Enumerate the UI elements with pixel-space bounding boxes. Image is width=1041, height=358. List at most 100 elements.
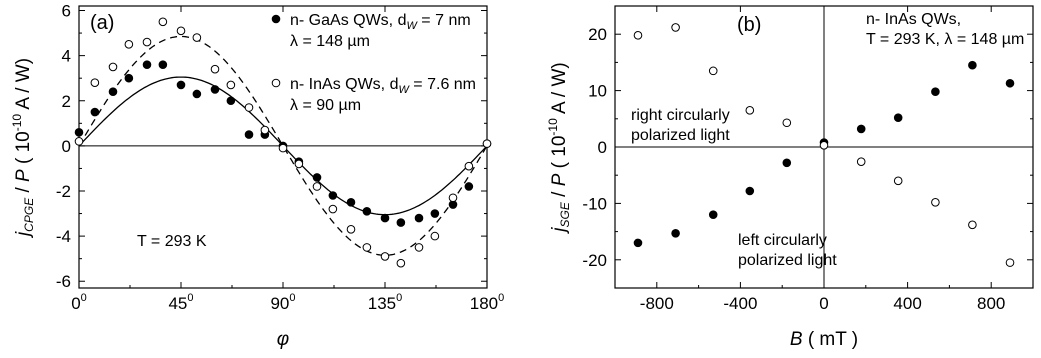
open-point-b [1005,258,1015,267]
y-axis-label-a: jCPGE / P ( 10-10 A / W) [10,58,36,239]
y-axis-subscript-a: CPGE [22,197,36,232]
x-tick-value-a: 180 [470,294,498,313]
open-point-a [482,139,492,148]
x-tick-degree-a: 0 [289,292,295,304]
filled-point-b [745,186,755,196]
filled-point-a [142,60,152,69]
open-point-a [158,17,168,27]
x-tick-label-b: 0 [819,294,828,313]
y-tick-label-b: 10 [588,82,607,101]
filled-point-b [633,238,643,248]
x-tick-value-b: -400 [723,294,757,313]
open-point-a [124,40,134,49]
x-tick-degree-a: 0 [81,292,87,304]
filled-point-a [312,173,322,182]
y-axis-unit-a: A / W) [13,58,34,114]
open-point-a [414,243,424,252]
open-point-b [968,220,977,230]
y-tick-label-b: 20 [588,25,607,44]
filled-point-a [176,80,186,90]
x-tick-degree-a: 0 [396,292,402,304]
legend-entry-filled: n- GaAs QWs, dW = 7 nm [290,12,471,32]
y-axis-label-b: jSGE / P ( 10-10 A / W) [546,62,572,234]
right-polarized-annotation-b: polarized light [631,127,730,144]
filled-point-a [328,191,338,200]
filled-point-a [414,213,424,223]
y-tick-label-b: -10 [582,194,607,213]
legend-marker-filled [271,14,281,24]
y-tick-label-a: 0 [62,137,71,156]
y-axis-subscript-b: SGE [558,201,572,227]
x-tick-value-a: 135 [368,294,396,313]
legend-text-open: n- InAs QWs, d [290,76,398,93]
filled-point-a [158,60,168,69]
legend-entry-open: n- InAs QWs, dW = 7.6 nm [290,76,476,96]
open-point-a [430,231,440,241]
x-axis-unit-b: ( mT ) [803,329,859,350]
filled-point-b [671,228,680,238]
x-tick-value-a: 45 [168,294,187,313]
filled-point-a [210,85,220,94]
x-tick-label-b: -800 [640,294,674,313]
y-tick-label-a: -2 [56,182,71,201]
panel-b: -20 -10 0 10 20 -800 -400 0 400 800 B ( mT ) jSGE /… [546,5,1034,350]
filled-point-a [346,197,356,207]
open-point-a [226,80,236,90]
x-tick-label-a: 1800 [470,292,505,313]
filled-point-b [856,124,866,134]
open-point-b [819,141,829,150]
filled-point-a [464,182,474,191]
y-axis-power-a: P [13,169,34,182]
open-point-a [312,182,322,191]
filled-point-b [893,113,903,122]
y-axis-exponent-a: -10 [10,114,24,132]
filled-point-b [968,60,977,70]
filled-point-b [931,87,940,97]
x-axis-label-a: φ [277,329,289,350]
filled-point-a [108,87,118,97]
open-point-a [192,33,202,42]
x-axis-symbol-b: B [790,329,803,350]
legend-text-filled: n- GaAs QWs, d [290,12,406,29]
open-point-a [142,37,152,47]
left-polarized-annotation-b: left circularly [738,232,827,249]
y-axis-exponent-b: -10 [546,118,560,136]
open-point-a [260,125,270,135]
open-point-a [346,225,356,234]
y-tick-label-a: -4 [56,227,71,246]
x-tick-label-b: 800 [977,294,1005,313]
filled-point-a [90,107,100,117]
y-axis-symbol-b: j [549,227,570,235]
x-tick-degree-a: 0 [498,292,504,304]
open-point-b [633,31,643,40]
y-tick-label-a: 2 [62,92,71,111]
legend-wavelength-filled: λ = 148 µm [290,33,370,50]
filled-point-a [396,218,406,227]
open-point-b [931,197,940,207]
y-tick-label-b: 0 [598,138,607,157]
x-tick-value-a: 0 [71,294,80,313]
panel-label-b: (b) [737,14,761,36]
filled-point-a [226,96,236,106]
open-point-a [210,64,220,74]
x-tick-value-b: 0 [819,294,828,313]
x-tick-label-a: 00 [71,292,87,313]
legend-text-end-open: = 7.6 nm [409,76,476,93]
x-tick-value-b: 400 [893,294,921,313]
open-point-a [362,243,372,252]
legend-wavelength-open: λ = 90 µm [290,97,361,114]
left-polarized-annotation-b: polarized light [738,252,837,269]
open-point-a [176,26,186,36]
y-axis-scale-a: ( 10 [13,131,34,169]
x-tick-label-b: 400 [893,294,921,313]
filled-point-b [1005,78,1015,88]
sample-annotation-b: T = 293 K, λ = 148 µm [866,31,1024,48]
open-point-a [74,137,84,146]
open-point-a [464,161,474,171]
sample-annotation-b: n- InAs QWs, [866,11,961,28]
y-axis-slash-b: / [549,186,570,202]
filled-point-b [708,210,718,219]
panel-label-a: (a) [90,12,114,34]
